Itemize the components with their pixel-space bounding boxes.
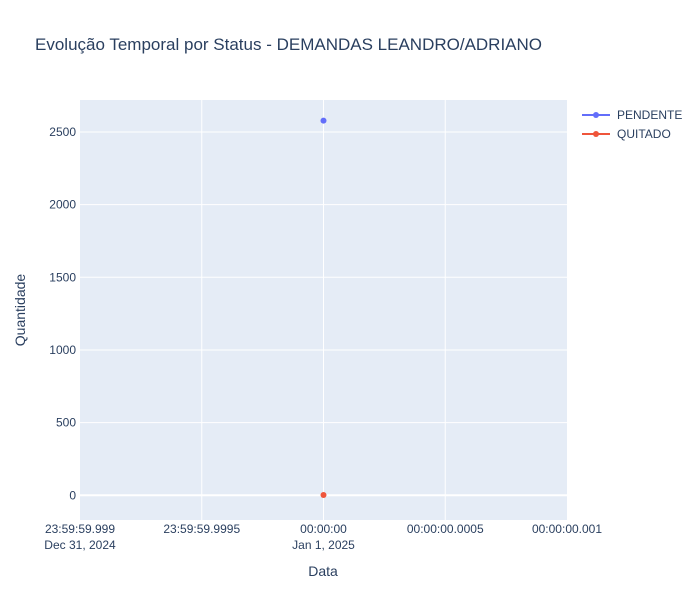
x-tick-label: 00:00:00.0005 xyxy=(407,522,484,536)
x-tick-label: 23:59:59.9995 xyxy=(163,522,240,536)
x-tick-sublabel: Jan 1, 2025 xyxy=(292,538,355,552)
y-axis-title: Quantidade xyxy=(12,274,28,347)
legend-item-pendente[interactable]: PENDENTE xyxy=(582,108,682,122)
y-tick-label: 1500 xyxy=(49,270,76,284)
y-tick-label: 1000 xyxy=(49,343,76,357)
y-tick-label: 2000 xyxy=(49,198,76,212)
data-point-pendente[interactable] xyxy=(320,117,327,124)
chart-title: Evolução Temporal por Status - DEMANDAS … xyxy=(35,35,542,54)
y-axis-ticks: 0 500 1000 1500 2000 2500 xyxy=(49,125,76,502)
x-tick-label: 00:00:00.001 xyxy=(532,522,602,536)
legend-label: PENDENTE xyxy=(617,108,682,122)
data-points xyxy=(320,117,327,499)
x-tick-label: 00:00:00 xyxy=(300,522,347,536)
x-axis-title: Data xyxy=(308,563,338,579)
data-point-quitado[interactable] xyxy=(320,492,327,499)
x-axis-ticks: 23:59:59.999 Dec 31, 2024 23:59:59.9995 00:… xyxy=(44,522,602,552)
y-tick-label: 2500 xyxy=(49,125,76,139)
legend-marker xyxy=(593,112,599,118)
x-tick-label: 23:59:59.999 xyxy=(45,522,115,536)
legend-label: QUITADO xyxy=(617,127,671,141)
legend-marker xyxy=(593,131,599,137)
y-tick-label: 500 xyxy=(56,416,76,430)
legend[interactable]: PENDENTE QUITADO xyxy=(582,108,682,141)
legend-item-quitado[interactable]: QUITADO xyxy=(582,127,671,141)
x-tick-sublabel: Dec 31, 2024 xyxy=(44,538,116,552)
y-tick-label: 0 xyxy=(69,488,76,502)
